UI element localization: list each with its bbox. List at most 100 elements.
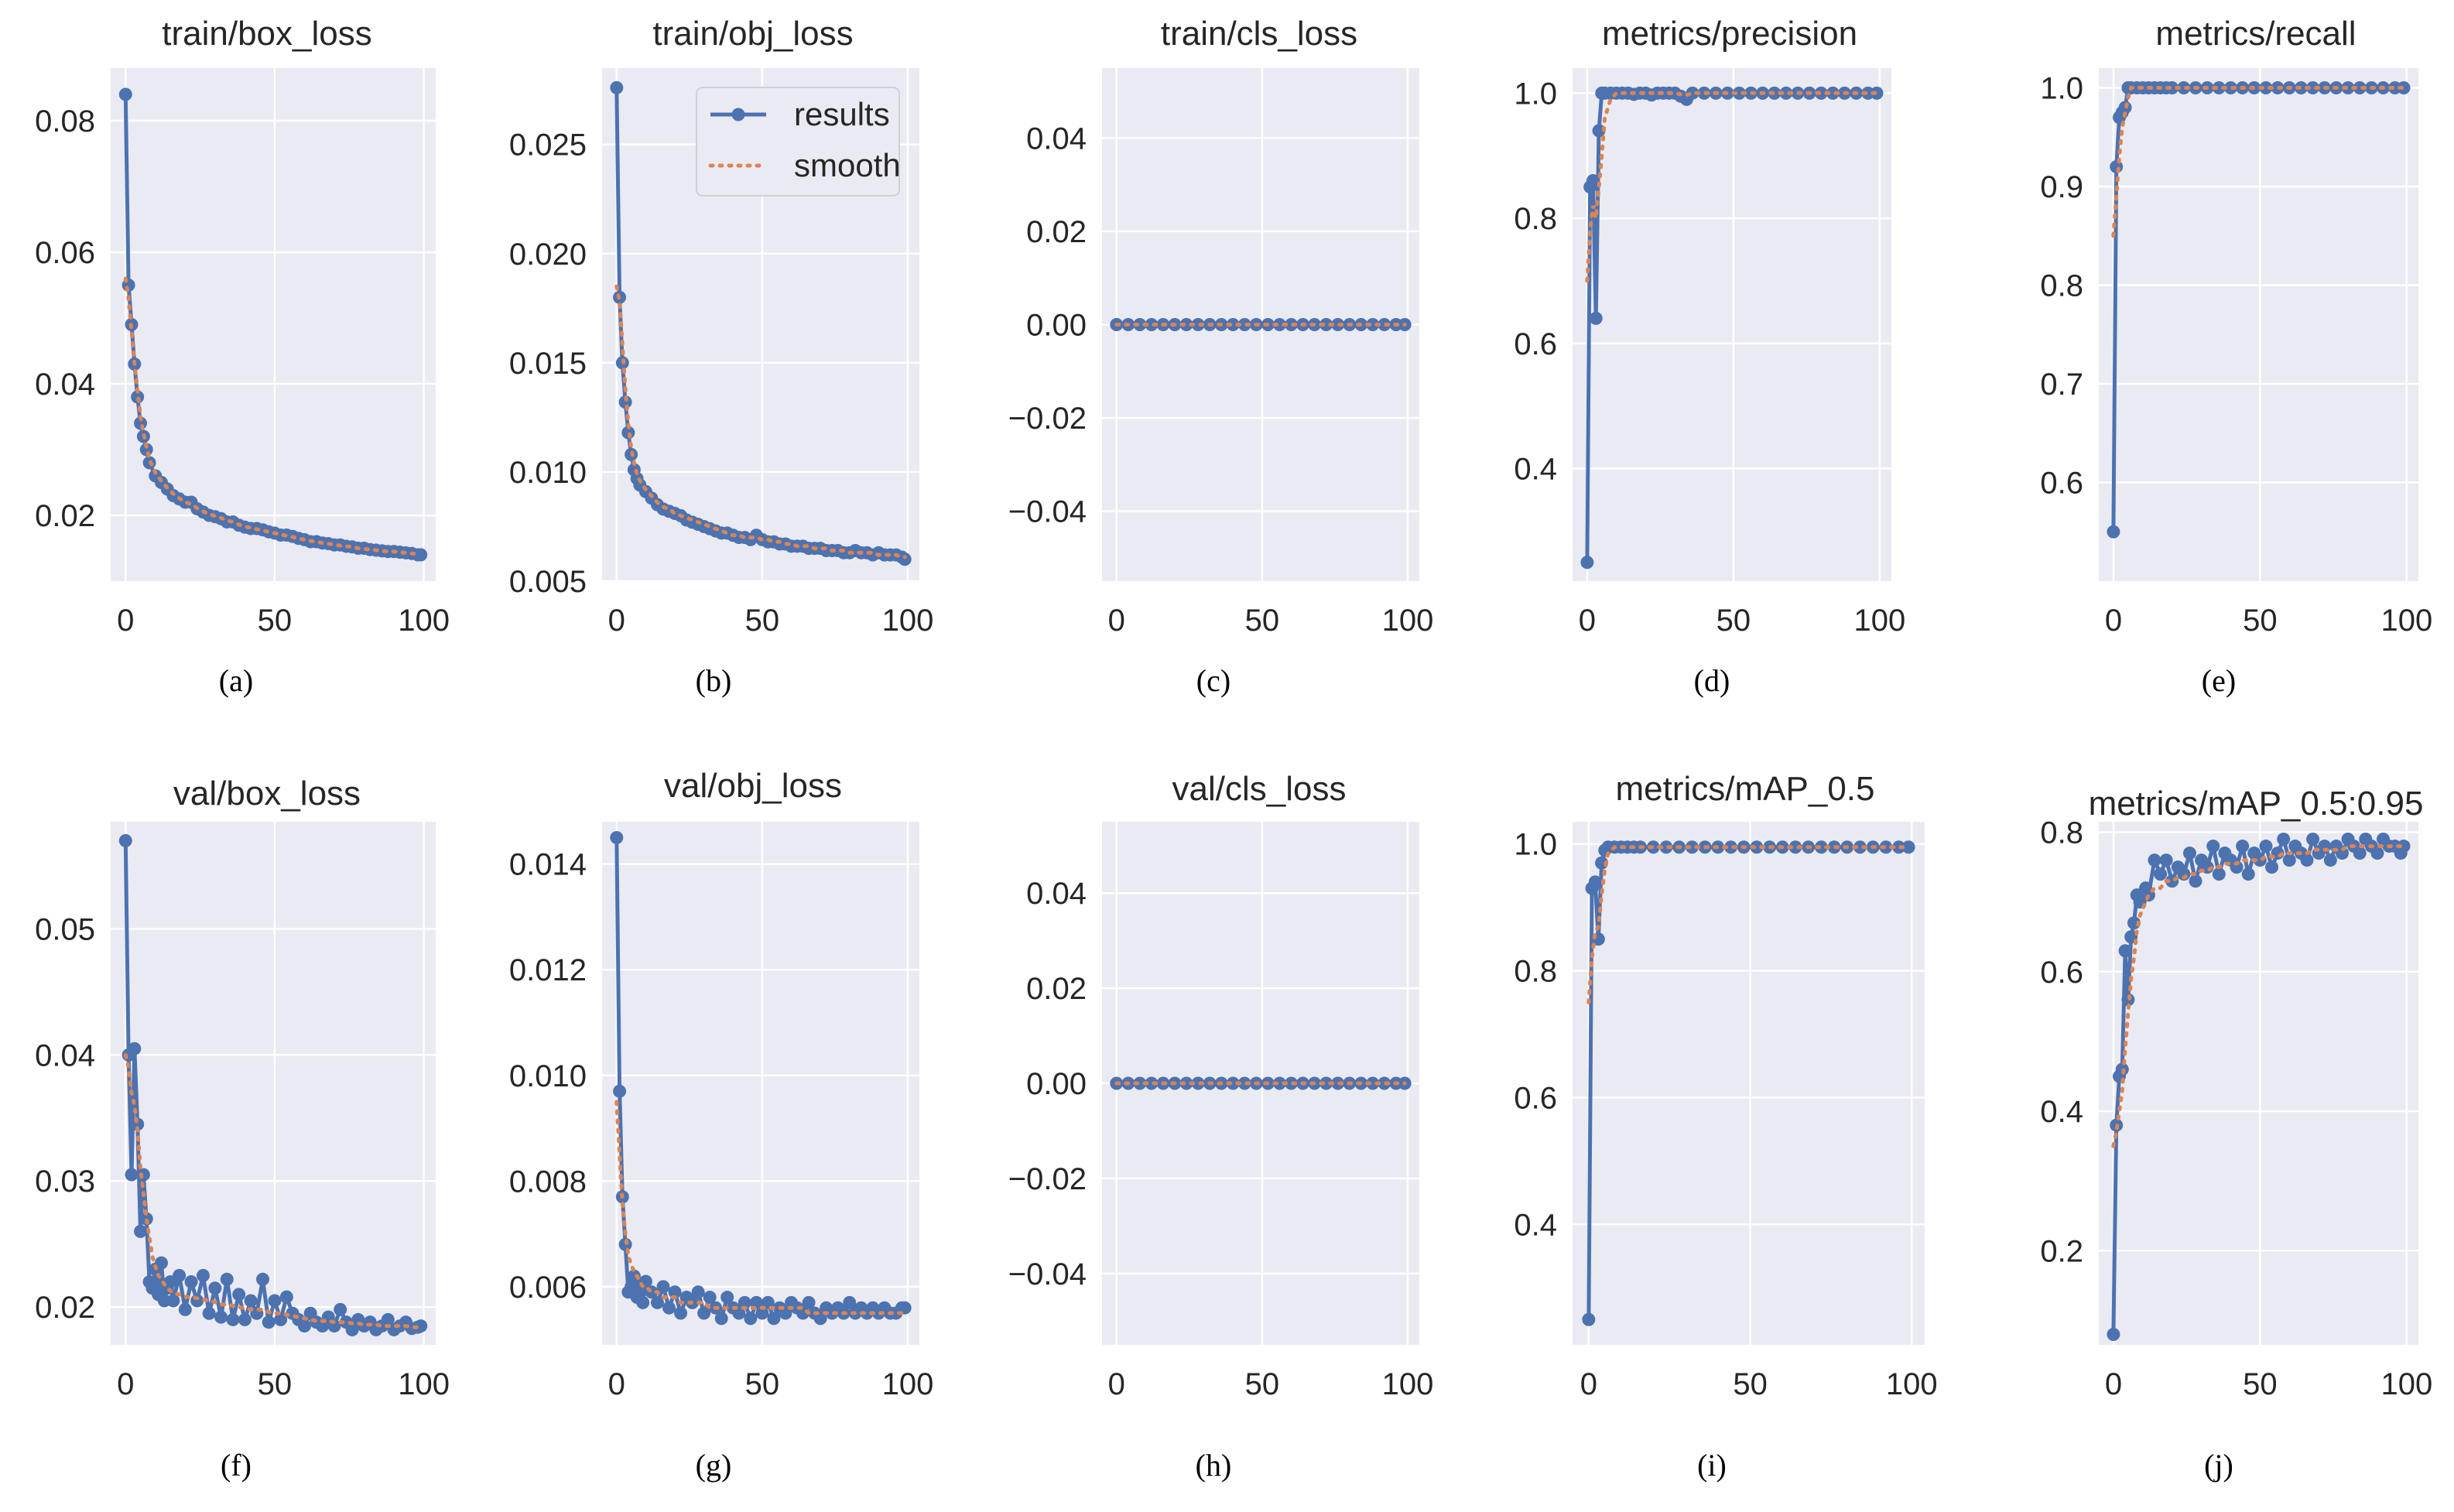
results-point — [656, 1280, 670, 1294]
results-point — [1133, 1076, 1147, 1090]
y-tick-label: 0.04 — [35, 1038, 95, 1072]
results-point — [2230, 860, 2244, 874]
results-point — [1589, 311, 1603, 325]
x-tick-label: 0 — [1580, 1367, 1597, 1401]
results-point — [2182, 847, 2196, 860]
y-tick-label: 0.05 — [35, 912, 95, 946]
results-point — [279, 1290, 293, 1304]
results-point — [1659, 840, 1673, 854]
results-point — [2265, 860, 2279, 874]
y-tick-label: 0.8 — [2040, 269, 2083, 303]
results-point — [2397, 840, 2411, 853]
y-tick-label: 0.04 — [35, 368, 95, 402]
x-tick-label: 100 — [882, 604, 934, 638]
y-tick-label: 1.0 — [1514, 77, 1557, 111]
chart-title: train/box_loss — [162, 15, 371, 53]
y-tick-label: 0.008 — [509, 1165, 587, 1199]
results-point — [125, 1168, 139, 1182]
y-tick-label: 0.020 — [509, 238, 587, 272]
plot-area — [2099, 68, 2418, 581]
x-tick-label: 50 — [1733, 1367, 1768, 1401]
results-point — [2306, 833, 2320, 847]
results-point — [345, 1322, 359, 1336]
results-point — [813, 1312, 827, 1326]
results-point — [610, 80, 624, 94]
x-tick-label: 50 — [2243, 1367, 2278, 1401]
y-tick-label: −0.02 — [1008, 1162, 1087, 1196]
results-point — [136, 1168, 150, 1182]
results-point — [1814, 840, 1828, 854]
series-smooth-line — [2111, 844, 2406, 1148]
y-tick-label: 0.025 — [509, 128, 587, 162]
results-point — [297, 1319, 311, 1333]
results-point — [674, 1306, 688, 1320]
results-point — [202, 1306, 216, 1320]
results-point — [1686, 86, 1699, 100]
y-tick-label: −0.04 — [1008, 495, 1087, 529]
results-point — [128, 1042, 142, 1055]
y-tick-label: 1.0 — [1514, 828, 1557, 862]
x-tick-label: 100 — [1886, 1367, 1938, 1401]
results-point — [1179, 1076, 1193, 1090]
results-point — [155, 1256, 169, 1270]
x-tick-label: 50 — [1245, 1367, 1280, 1401]
legend-smooth-label: smooth — [794, 147, 901, 183]
results-point — [173, 1268, 187, 1282]
results-point — [220, 1272, 234, 1286]
results-point — [779, 1306, 792, 1320]
y-tick-label: 0.02 — [35, 499, 95, 533]
chart-panel-3: 0 50 100 −0.04 −0.02 0.00 0.02 0.04 train/cls_lo… — [1008, 15, 1434, 698]
x-tick-label: 100 — [398, 1367, 450, 1401]
results-point — [767, 1312, 781, 1326]
results-point — [208, 1281, 222, 1295]
x-tick-label: 100 — [1382, 1367, 1434, 1401]
x-tick-label: 50 — [745, 604, 780, 638]
results-point — [1788, 840, 1802, 854]
results-point — [334, 1302, 347, 1316]
x-tick-label: 50 — [1245, 604, 1280, 638]
results-point — [650, 1295, 664, 1309]
results-point — [2353, 81, 2367, 94]
results-point — [196, 1268, 210, 1282]
results-point — [2206, 840, 2220, 853]
results-point — [613, 1084, 627, 1098]
results-point — [166, 1294, 180, 1308]
results-point — [691, 1285, 705, 1299]
legend-results-marker — [731, 108, 745, 121]
series-smooth-line — [123, 1052, 423, 1329]
results-point — [381, 1312, 395, 1326]
x-tick-label: 100 — [398, 604, 450, 638]
y-tick-label: 0.02 — [1026, 215, 1087, 249]
plot-area — [2099, 822, 2418, 1345]
results-point — [1779, 86, 1793, 100]
results-point — [1226, 1076, 1240, 1090]
results-point — [2259, 840, 2273, 853]
results-point — [2107, 525, 2120, 539]
results-point — [898, 552, 912, 566]
chart-caption: (g) — [696, 1448, 732, 1483]
results-point — [618, 395, 632, 409]
results-point — [232, 1288, 246, 1302]
x-tick-label: 50 — [745, 1367, 780, 1401]
results-point — [720, 1291, 734, 1305]
y-tick-label: 0.4 — [1514, 1208, 1557, 1242]
y-tick-label: 0.02 — [1026, 972, 1087, 1006]
results-point — [1732, 86, 1746, 100]
results-point — [1588, 875, 1602, 889]
results-point — [2154, 867, 2168, 881]
results-point — [802, 1295, 816, 1309]
y-tick-label: 0.005 — [509, 565, 587, 599]
y-tick-label: 0.012 — [509, 953, 587, 987]
y-tick-label: 0.08 — [35, 104, 95, 139]
results-point — [610, 830, 624, 844]
y-tick-label: 0.7 — [2040, 368, 2083, 402]
results-point — [190, 1294, 204, 1308]
results-point — [714, 1312, 728, 1326]
results-point — [262, 1315, 276, 1329]
series-smooth-line — [1585, 91, 1879, 283]
x-tick-label: 100 — [2380, 1367, 2432, 1401]
results-point — [1145, 1076, 1159, 1090]
results-point — [1133, 318, 1147, 331]
chart-caption: (e) — [2202, 663, 2236, 698]
results-point — [668, 1285, 682, 1299]
